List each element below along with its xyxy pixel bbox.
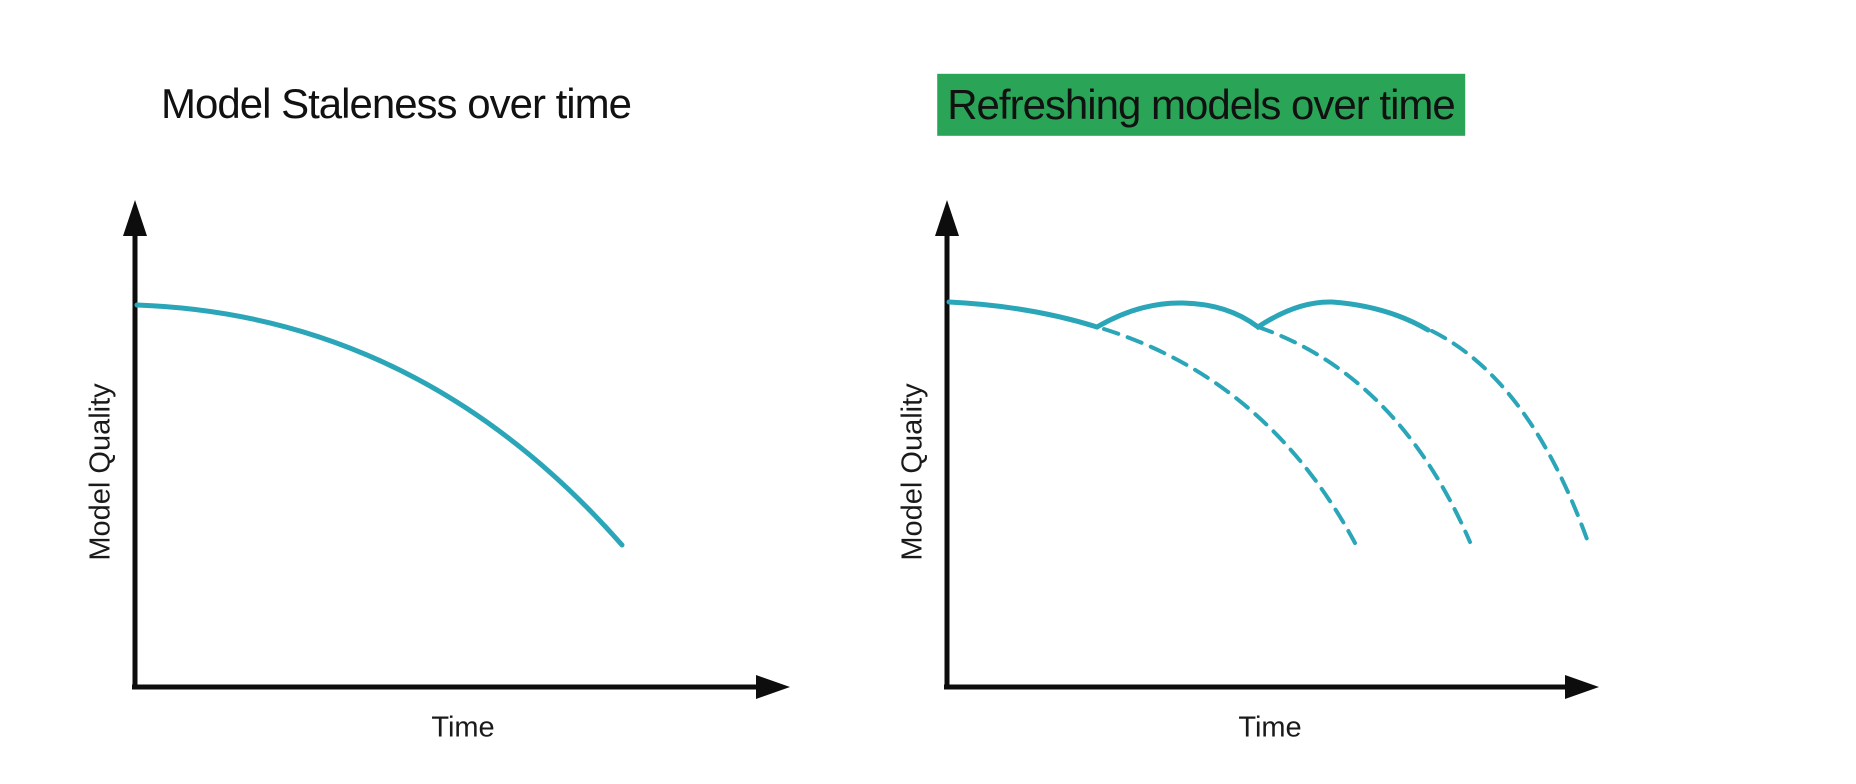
right-refreshed-quality-curve (946, 299, 1431, 333)
right-y-axis-label: Model Quality (896, 383, 929, 561)
left-x-axis-label: Time (431, 711, 495, 744)
left-y-axis-label: Model Quality (84, 383, 117, 561)
right-stale-decay-curve-3 (1430, 329, 1590, 544)
left-chart-axes (123, 200, 790, 699)
right-chart-title: Refreshing models over time (937, 73, 1465, 137)
right-stale-decay-curve-1 (1102, 327, 1357, 545)
left-staleness-curve (134, 302, 625, 548)
right-chart-axes (935, 200, 1599, 699)
left-chart-title: Model Staleness over time (161, 80, 632, 127)
left-y-axis-arrow-icon (123, 200, 147, 236)
left-x-axis-arrow-icon (756, 675, 790, 699)
right-x-axis-arrow-icon (1565, 675, 1599, 699)
right-x-axis-label: Time (1238, 711, 1302, 744)
right-stale-decay-curve-2 (1256, 325, 1472, 544)
right-y-axis-arrow-icon (935, 200, 959, 236)
